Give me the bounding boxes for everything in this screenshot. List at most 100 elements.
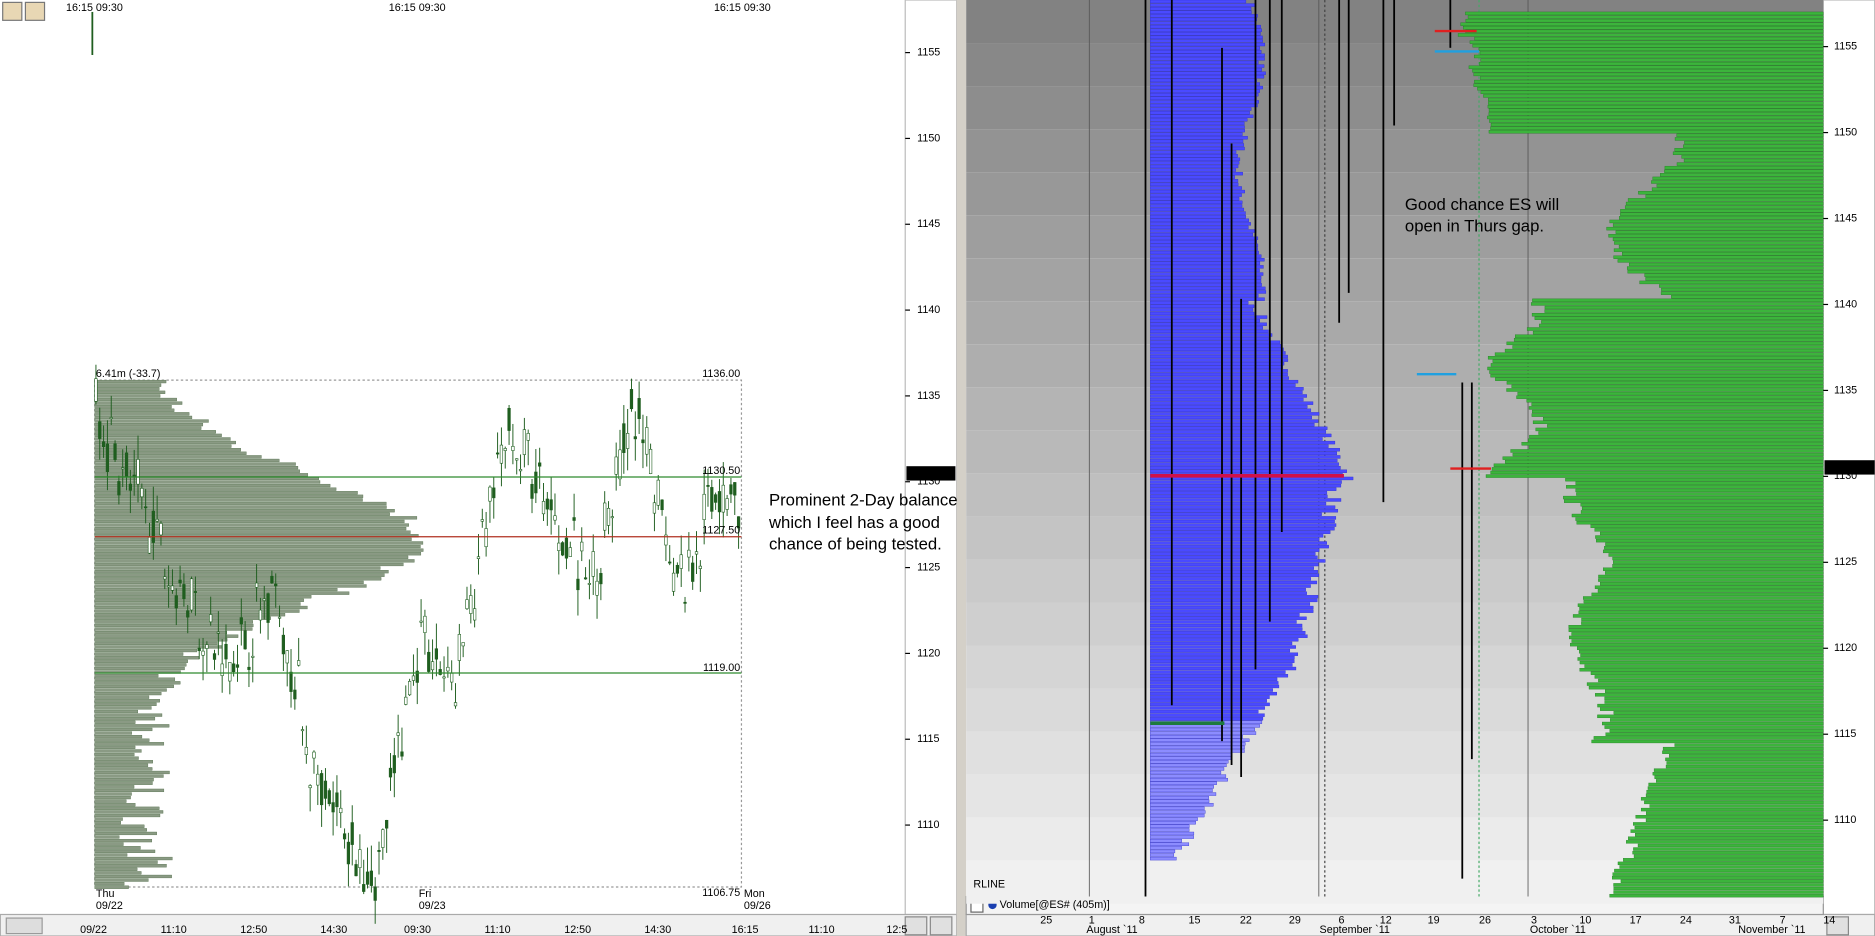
- volume-profile-bar: [1672, 151, 1824, 155]
- volume-profile-bar: [1661, 287, 1824, 292]
- volume-profile-bar: [1487, 356, 1824, 360]
- candle-body: [618, 449, 622, 480]
- volume-profile-bar: [94, 674, 159, 678]
- volume-profile-bar: [94, 720, 136, 724]
- session-label: 16:15 09:30: [714, 2, 771, 14]
- refresh-button[interactable]: [1826, 916, 1849, 936]
- volume-profile-bar: [1150, 344, 1282, 348]
- volume-profile-bar: [1494, 352, 1824, 356]
- volume-profile-bar: [1613, 711, 1824, 715]
- volume-profile-bar: [1651, 180, 1824, 184]
- candle-body: [442, 676, 446, 679]
- volume-profile-bar: [94, 408, 175, 412]
- time-axis-label: 16:15: [732, 924, 759, 936]
- volume-profile-bar: [1150, 570, 1318, 574]
- volume-profile-bar: [1150, 469, 1347, 473]
- candle-body: [668, 561, 672, 564]
- volume-profile-bar: [1612, 564, 1824, 568]
- volume-profile-bar: [1590, 671, 1824, 675]
- volume-profile-bar: [94, 394, 161, 398]
- candle-body: [201, 650, 205, 656]
- volume-profile-bar: [1532, 298, 1824, 303]
- candle-body: [484, 528, 488, 548]
- volume-profile-bar: [94, 552, 422, 556]
- volume-profile-bar: [1150, 0, 1247, 4]
- candle-body: [518, 469, 523, 472]
- volume-profile-bar: [1150, 717, 1264, 721]
- volume-profile-bar: [1150, 638, 1299, 642]
- volume-profile-bar: [1516, 395, 1824, 399]
- volume-profile-bar: [1150, 648, 1291, 653]
- volume-profile-bar: [94, 419, 209, 423]
- candle-body: [327, 790, 331, 805]
- volume-profile-bar: [1619, 865, 1824, 869]
- candle-body: [507, 407, 511, 431]
- candle-body: [381, 829, 385, 848]
- volume-profile-bar: [1480, 76, 1824, 80]
- volume-profile-bar: [1150, 483, 1342, 488]
- volume-profile-bar: [1150, 136, 1248, 140]
- candle-body: [285, 650, 289, 664]
- candle-body: [377, 850, 381, 852]
- price-axis-label: 1140: [1834, 298, 1857, 310]
- volume-profile-bar: [1150, 3, 1257, 7]
- volume-profile-bar: [1528, 406, 1824, 410]
- scrollbar[interactable]: [5, 917, 43, 935]
- volume-profile-bar: [94, 577, 382, 581]
- refresh-button[interactable]: [904, 916, 928, 936]
- volume-profile-bar: [1150, 186, 1242, 190]
- volume-profile-bar: [1150, 426, 1328, 430]
- candle-body: [541, 501, 546, 515]
- volume-profile-bar: [94, 842, 124, 846]
- volume-profile-bar: [94, 405, 172, 409]
- volume-profile-bar: [1150, 222, 1251, 226]
- volume-profile-bar: [1150, 24, 1261, 29]
- candle-body: [626, 433, 630, 449]
- volume-profile-bar: [1150, 171, 1243, 176]
- volume-profile-bar: [1150, 207, 1245, 212]
- volume-profile-bar: [1535, 427, 1824, 432]
- volume-profile-bar: [1150, 265, 1264, 269]
- volume-profile-bar: [94, 763, 149, 767]
- volume-profile-bar: [94, 523, 409, 527]
- candle-body: [323, 780, 328, 799]
- splitter[interactable]: [956, 0, 967, 936]
- volume-profile-bar: [1150, 444, 1329, 448]
- volume-profile-bar: [1150, 451, 1338, 456]
- annotation-line: chance of being tested.: [769, 535, 942, 554]
- volume-profile-bar: [94, 688, 167, 692]
- volume-profile-bar: [1150, 318, 1260, 323]
- candle-body: [480, 519, 484, 522]
- volume-profile-bar: [94, 821, 121, 825]
- volume-profile-bar: [1483, 94, 1824, 98]
- volume-profile-bar: [94, 433, 222, 437]
- volume-profile-bar: [1618, 244, 1824, 249]
- candle-body: [98, 421, 102, 439]
- volume-profile-bar: [1150, 272, 1264, 276]
- volume-profile-bar: [1150, 760, 1229, 764]
- add-button[interactable]: [929, 916, 953, 936]
- candle-body: [415, 670, 419, 683]
- volume-profile-bar: [1150, 326, 1263, 330]
- candle-body: [580, 541, 584, 552]
- volume-profile-bar: [1609, 219, 1824, 224]
- volume-profile-bar: [1478, 47, 1824, 51]
- volume-profile-bar: [1531, 302, 1824, 306]
- volume-profile-bar: [1547, 424, 1824, 428]
- volume-profile-bar: [1662, 750, 1824, 754]
- volume-profile-bar: [1150, 28, 1262, 32]
- volume-profile-bar: [1457, 33, 1824, 37]
- volume-profile-bar: [1150, 731, 1257, 735]
- settings-icon[interactable]: [24, 1, 46, 21]
- volume-profile-bar: [1150, 96, 1257, 100]
- volume-profile-bar: [1463, 26, 1824, 30]
- volume-profile-bar: [1150, 437, 1323, 441]
- volume-profile-bar: [94, 602, 301, 606]
- menu-icon[interactable]: [2, 1, 23, 21]
- volume-profile-bar: [1613, 886, 1824, 891]
- candle-body: [101, 441, 106, 447]
- volume-profile-bar: [1640, 807, 1824, 812]
- profile-label: 1136.00: [702, 368, 740, 380]
- day-label: Fri: [419, 888, 432, 900]
- candle-body: [293, 689, 297, 700]
